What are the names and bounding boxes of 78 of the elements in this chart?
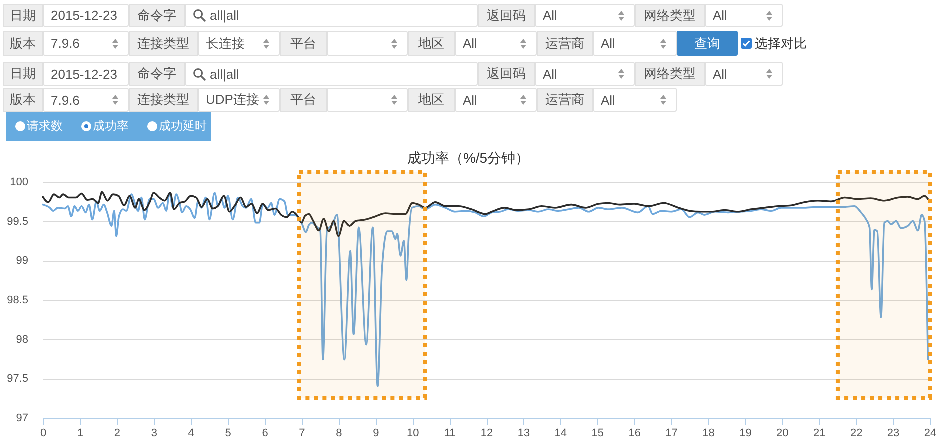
- y-tick-label: 99.5: [7, 216, 28, 228]
- field-label: 日期: [3, 62, 43, 86]
- dropdown[interactable]: All: [455, 88, 537, 112]
- field-label: 平台: [280, 31, 327, 56]
- x-tick-label: 3: [151, 428, 158, 440]
- x-tick-label: 4: [188, 428, 194, 440]
- field-label: 返回码: [478, 62, 535, 86]
- dropdown[interactable]: [327, 88, 408, 112]
- x-tick-label: 7: [299, 428, 306, 440]
- field-label: 日期: [3, 4, 43, 27]
- dropdown[interactable]: All: [593, 88, 677, 112]
- dropdown[interactable]: 7.9.6: [43, 88, 129, 112]
- dropdown[interactable]: All: [705, 4, 783, 27]
- y-tick-label: 99: [16, 255, 28, 268]
- field-label: 地区: [408, 88, 455, 112]
- radio-button-icon[interactable]: [147, 121, 158, 132]
- field-label: 地区: [408, 31, 455, 56]
- dropdown[interactable]: All: [705, 62, 783, 86]
- text-field[interactable]: 2015-12-23: [43, 4, 129, 27]
- x-tick-label: 8: [336, 428, 342, 440]
- button[interactable]: 查询: [677, 31, 738, 56]
- line-series: [42, 192, 930, 388]
- field-label: 命令字: [129, 62, 185, 86]
- x-tick-label: 21: [814, 428, 826, 440]
- x-tick-label: 24: [924, 428, 937, 440]
- x-tick-label: 12: [480, 428, 494, 440]
- x-tick-label: 23: [887, 428, 900, 440]
- field-label: 连接类型: [129, 88, 198, 112]
- x-tick-label: 11: [444, 428, 456, 440]
- x-tick-label: 15: [592, 428, 604, 440]
- x-tick-label: 5: [225, 428, 232, 440]
- dropdown[interactable]: All: [535, 62, 635, 86]
- chart-title: 成功率（%/5分钟）: [407, 150, 530, 166]
- x-tick-label: 10: [406, 428, 420, 440]
- field-label: 连接类型: [129, 31, 198, 56]
- field-label: 版本: [3, 31, 43, 56]
- x-tick-label: 0: [40, 428, 47, 440]
- search-field[interactable]: all|all: [185, 4, 478, 27]
- dropdown[interactable]: All: [593, 31, 677, 56]
- y-tick-label: 98.5: [7, 294, 28, 306]
- x-tick-label: 16: [628, 428, 641, 440]
- x-tick-label: 9: [373, 428, 380, 440]
- field-label: 返回码: [478, 4, 535, 27]
- dropdown[interactable]: All: [535, 4, 635, 27]
- y-tick-label: 97.5: [7, 373, 28, 386]
- dropdown[interactable]: [327, 31, 408, 56]
- y-tick-label: 98: [16, 334, 28, 346]
- x-tick-label: 1: [77, 428, 84, 440]
- x-tick-label: 2: [114, 428, 120, 440]
- dropdown[interactable]: UDP连接: [198, 88, 280, 112]
- field-label: 运营商: [537, 31, 593, 56]
- x-tick-label: 22: [850, 428, 863, 440]
- x-tick-label: 6: [262, 428, 268, 440]
- x-tick-label: 14: [554, 428, 568, 440]
- field-label: 平台: [280, 88, 327, 112]
- field-label: 版本: [3, 88, 43, 112]
- radio-button-icon[interactable]: [81, 121, 92, 132]
- x-tick-label: 13: [518, 428, 530, 440]
- radio-button-icon[interactable]: [15, 121, 26, 132]
- line-series: [42, 191, 930, 238]
- field-label: 网络类型: [635, 4, 705, 27]
- search-field[interactable]: all|all: [185, 62, 478, 86]
- dropdown[interactable]: 7.9.6: [43, 31, 129, 56]
- option-panel: 请求数 成功率 成功延时: [6, 112, 211, 141]
- x-tick-label: 20: [776, 428, 789, 440]
- dropdown[interactable]: All: [455, 31, 537, 56]
- x-tick-label: 18: [702, 428, 715, 440]
- field-label: 网络类型: [635, 62, 705, 86]
- y-tick-label: 97: [16, 412, 28, 424]
- x-tick-label: 19: [740, 428, 752, 440]
- dropdown[interactable]: 长连接: [198, 31, 280, 56]
- field-label: 命令字: [129, 4, 185, 27]
- text-field[interactable]: 2015-12-23: [43, 62, 129, 86]
- y-tick-label: 100: [10, 176, 28, 188]
- x-tick-label: 17: [666, 428, 678, 440]
- text: 选择对比: [755, 34, 807, 52]
- field-label: 运营商: [537, 88, 593, 112]
- checkbox-icon[interactable]: [741, 38, 752, 49]
